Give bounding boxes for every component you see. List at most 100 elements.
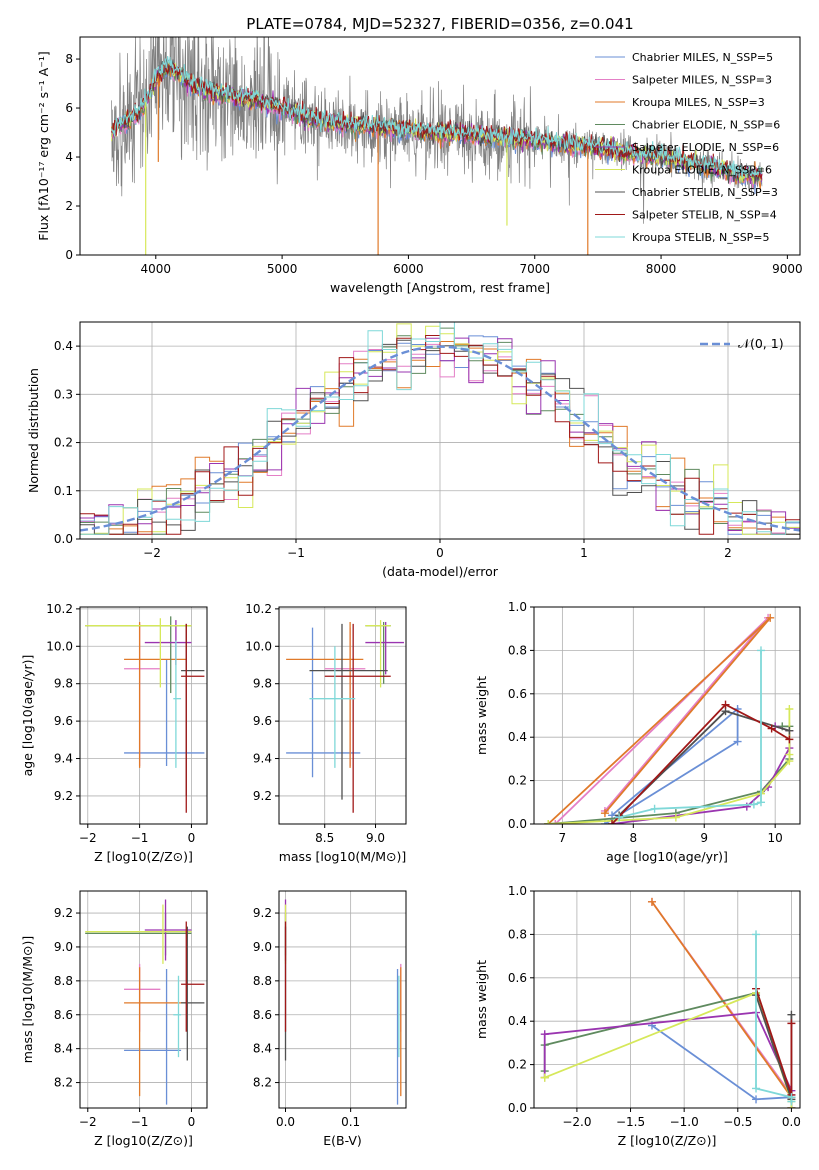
y-tick-label: 8.2 (253, 1076, 272, 1090)
weight-marker (540, 1073, 549, 1082)
y-tick-label: 0.8 (508, 643, 527, 657)
legend-entry: Chabrier STELIB, N_SSP=3 (632, 186, 778, 199)
y-tick-label: 9.2 (54, 789, 73, 803)
x-tick-label: 0 (188, 1115, 196, 1129)
axes-frame (79, 606, 208, 825)
weight-marker (752, 930, 761, 939)
y-tick-label: 0.8 (508, 927, 527, 941)
y-tick-label: 0.4 (508, 730, 527, 744)
x-tick-label: 1 (580, 546, 588, 560)
weight-marker (551, 820, 560, 824)
y-tick-label: 10.2 (46, 602, 73, 616)
y-tick-label: 9.4 (54, 752, 73, 766)
data-point (309, 646, 356, 768)
y-tick-label: 0.0 (508, 1101, 527, 1115)
histogram-plot-area (80, 322, 800, 539)
x-axis-label: wavelength [Angstrom, rest frame] (330, 280, 550, 295)
y-axis-label: Flux [fλ10⁻¹⁷ erg cm⁻² s⁻¹ A⁻¹] (36, 51, 51, 240)
weight-marker (756, 798, 765, 807)
model-spectrum-line (111, 55, 763, 179)
weight-marker (787, 1019, 796, 1028)
y-tick-label: 0.4 (54, 339, 73, 353)
x-tick-label: 0.0 (782, 1115, 801, 1129)
y-tick-label: 9.2 (253, 906, 272, 920)
weight-vs-age-panel: 7 8 9 10 0.0 0.2 0.4 0.6 0.8 1.0 age [log10(age/yr… (474, 600, 801, 864)
data-point (144, 620, 192, 665)
x-tick-label: −1 (287, 546, 305, 560)
normal-distribution-curve (80, 345, 800, 532)
y-tick-label: 9.0 (253, 940, 272, 954)
legend-entry: 𝒩(0, 1) (738, 336, 784, 351)
x-tick-label: 0 (436, 546, 444, 560)
y-tick-label: 0.6 (508, 971, 527, 985)
errorbar-plot-area (85, 899, 205, 1105)
x-tick-label: 9000 (772, 262, 803, 276)
y-tick-label: 0.0 (508, 817, 527, 831)
errorbar-plot-area (286, 620, 404, 813)
x-tick-label: 10 (768, 831, 783, 845)
x-axis-label: Z [log10(Z/Z⊙)] (94, 849, 193, 864)
weight-marker (608, 820, 617, 824)
weight-marker (752, 1084, 761, 1093)
y-tick-label: 1.0 (508, 600, 527, 614)
weight-marker (650, 804, 659, 813)
data-point (365, 621, 391, 684)
weight-vs-metallicity-panel: −2.0 −1.5 −1.0 −0.5 0.0 0.0 0.2 0.4 0.6 0.8 1.0 Z [… (474, 884, 801, 1148)
axes-frame (79, 36, 801, 256)
weight-series-line (755, 994, 793, 1100)
y-axis-label: mass weight (474, 676, 489, 755)
weight-marker (785, 750, 794, 759)
weight-marker (647, 897, 656, 906)
weight-marker (752, 1095, 761, 1104)
data-point (365, 620, 391, 688)
axes-frame (79, 321, 801, 540)
x-tick-label: 2 (724, 546, 732, 560)
y-tick-label: 9.4 (253, 752, 272, 766)
y-tick-label: 8.4 (54, 1042, 73, 1056)
data-point (181, 623, 205, 796)
weight-marker (615, 813, 624, 822)
x-axis-label: Z [log10(Z/Z⊙)] (94, 1133, 193, 1148)
data-point (124, 968, 182, 1105)
weight-marker (671, 813, 680, 822)
weight-series-line (544, 991, 793, 1108)
y-tick-label: 8 (65, 52, 73, 66)
data-point (181, 926, 205, 1061)
x-tick-label: 0.0 (276, 1115, 295, 1129)
x-tick-label: −2 (79, 831, 97, 845)
weight-marker (749, 800, 758, 809)
y-tick-label: 9.2 (253, 789, 272, 803)
weight-marker (600, 809, 609, 818)
y-tick-label: 9.8 (54, 677, 73, 691)
y-tick-label: 0.4 (508, 1014, 527, 1028)
data-point (365, 621, 404, 675)
weight-series-line (651, 901, 793, 1108)
x-tick-label: −0.5 (723, 1115, 752, 1129)
axes-frame (278, 890, 407, 1109)
data-point (324, 623, 391, 813)
spectrum-panel: 4000 5000 6000 7000 8000 9000 0 2 4 6 8 wavelength … (36, 15, 803, 295)
x-tick-label: −1.5 (616, 1115, 645, 1129)
x-tick-label: 0.1 (341, 1115, 360, 1129)
x-tick-label: −2 (143, 546, 161, 560)
data-point (173, 640, 182, 768)
legend-entry: Kroupa STELIB, N_SSP=5 (632, 231, 770, 244)
axes-frame (533, 606, 801, 825)
residuals-panel: −2 −1 0 1 2 0.0 0.1 0.2 0.3 0.4 (data-model)/error… (26, 321, 801, 579)
legend-entry: Salpeter ELODIE, N_SSP=6 (632, 141, 779, 154)
x-tick-label: 8000 (646, 262, 677, 276)
legend-entry: Kroupa ELODIE, N_SSP=6 (632, 164, 772, 177)
weight-marker (785, 704, 794, 713)
y-tick-label: 10.2 (245, 602, 272, 616)
data-point (144, 899, 192, 961)
y-tick-label: 8.6 (253, 1008, 272, 1022)
x-tick-label: 4000 (141, 262, 172, 276)
y-tick-label: 0.3 (54, 387, 73, 401)
x-tick-label: −2.0 (562, 1115, 591, 1129)
y-tick-label: 8.8 (54, 974, 73, 988)
data-point (309, 623, 388, 800)
weight-series-line (755, 988, 793, 1096)
legend-entry: Salpeter STELIB, N_SSP=4 (632, 209, 777, 222)
grid-lines (279, 891, 406, 1108)
